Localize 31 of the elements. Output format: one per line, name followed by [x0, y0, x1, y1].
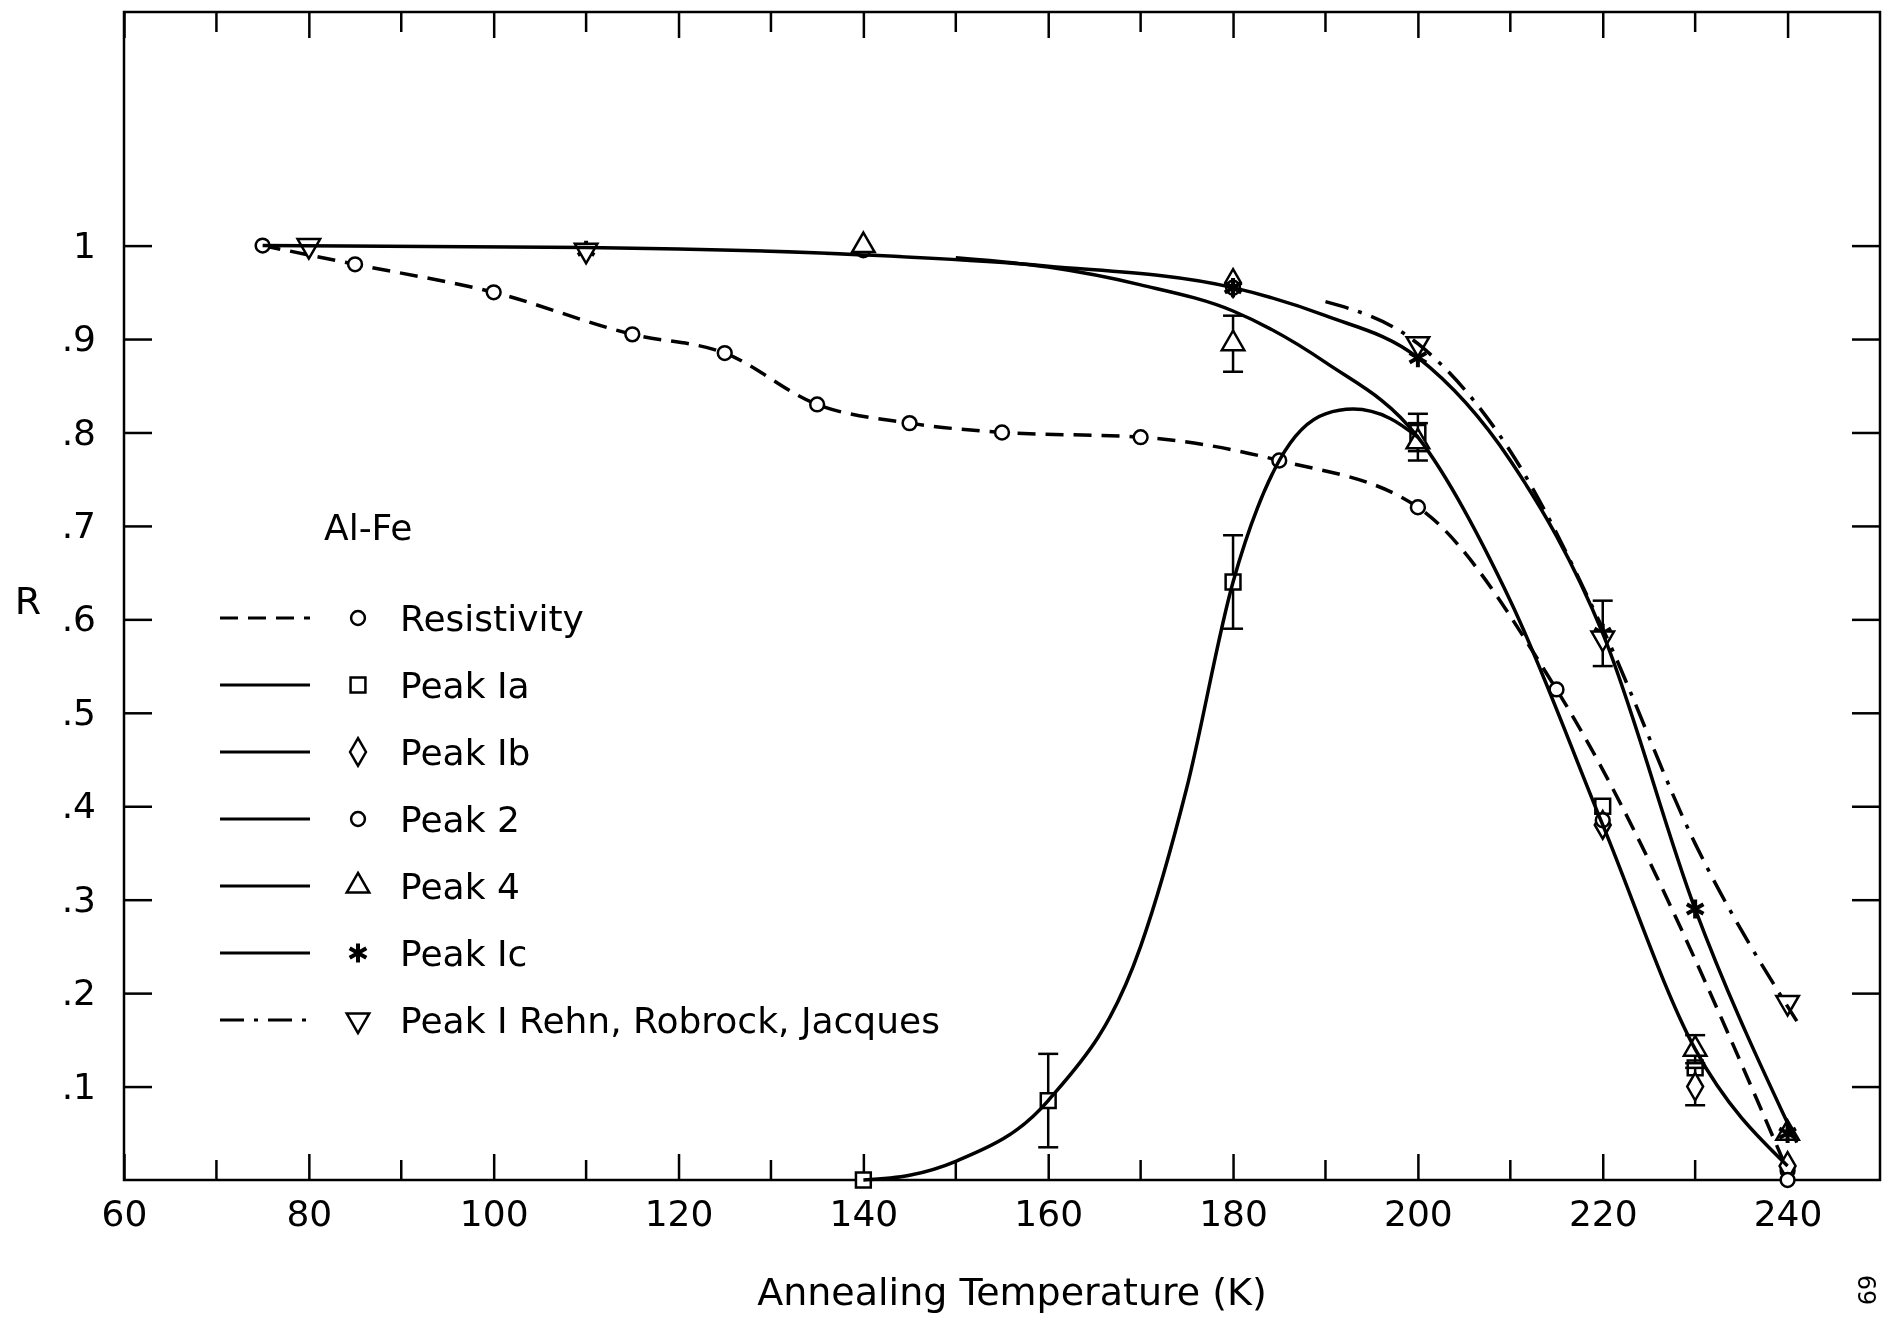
y-tick-label: .4: [61, 785, 96, 827]
legend-label: Peak 4: [400, 866, 520, 907]
x-tick-label: 80: [286, 1193, 333, 1235]
y-tick-label: .8: [61, 411, 96, 453]
x-tick-label: 180: [1199, 1193, 1268, 1235]
x-tick-label: 240: [1753, 1193, 1823, 1235]
x-tick-label: 100: [459, 1193, 529, 1235]
legend-label: Peak Ib: [400, 732, 531, 773]
y-tick-label: .9: [61, 318, 96, 360]
legend-label: Resistivity: [400, 598, 584, 639]
y-tick-label: .3: [61, 878, 96, 920]
legend-label: Peak I Rehn, Robrock, Jacques: [400, 1000, 940, 1041]
text: 69: [1852, 1274, 1880, 1306]
legend-label: Peak 2: [400, 799, 520, 840]
x-tick-label: 220: [1568, 1193, 1638, 1235]
x-tick-label: 160: [1014, 1193, 1084, 1235]
y-tick-label: 1: [73, 224, 96, 266]
y-tick-label: .7: [61, 504, 96, 546]
legend-label: Peak Ic: [400, 933, 528, 974]
y-tick-label: .1: [61, 1065, 96, 1107]
y-tick-label: .6: [61, 598, 96, 640]
x-tick-label: 120: [644, 1193, 714, 1235]
x-tick-label: 200: [1384, 1193, 1453, 1235]
y-tick-label: .2: [61, 972, 96, 1014]
legend-label: Peak Ia: [400, 665, 530, 706]
x-tick-label: 140: [829, 1193, 899, 1235]
y-tick-label: .5: [61, 691, 96, 733]
y-axis-title: R: [14, 579, 42, 623]
legend-title: Al-Fe: [324, 507, 413, 548]
x-tick-label: 60: [101, 1193, 148, 1235]
x-axis-title: Annealing Temperature (K): [757, 1270, 1267, 1314]
